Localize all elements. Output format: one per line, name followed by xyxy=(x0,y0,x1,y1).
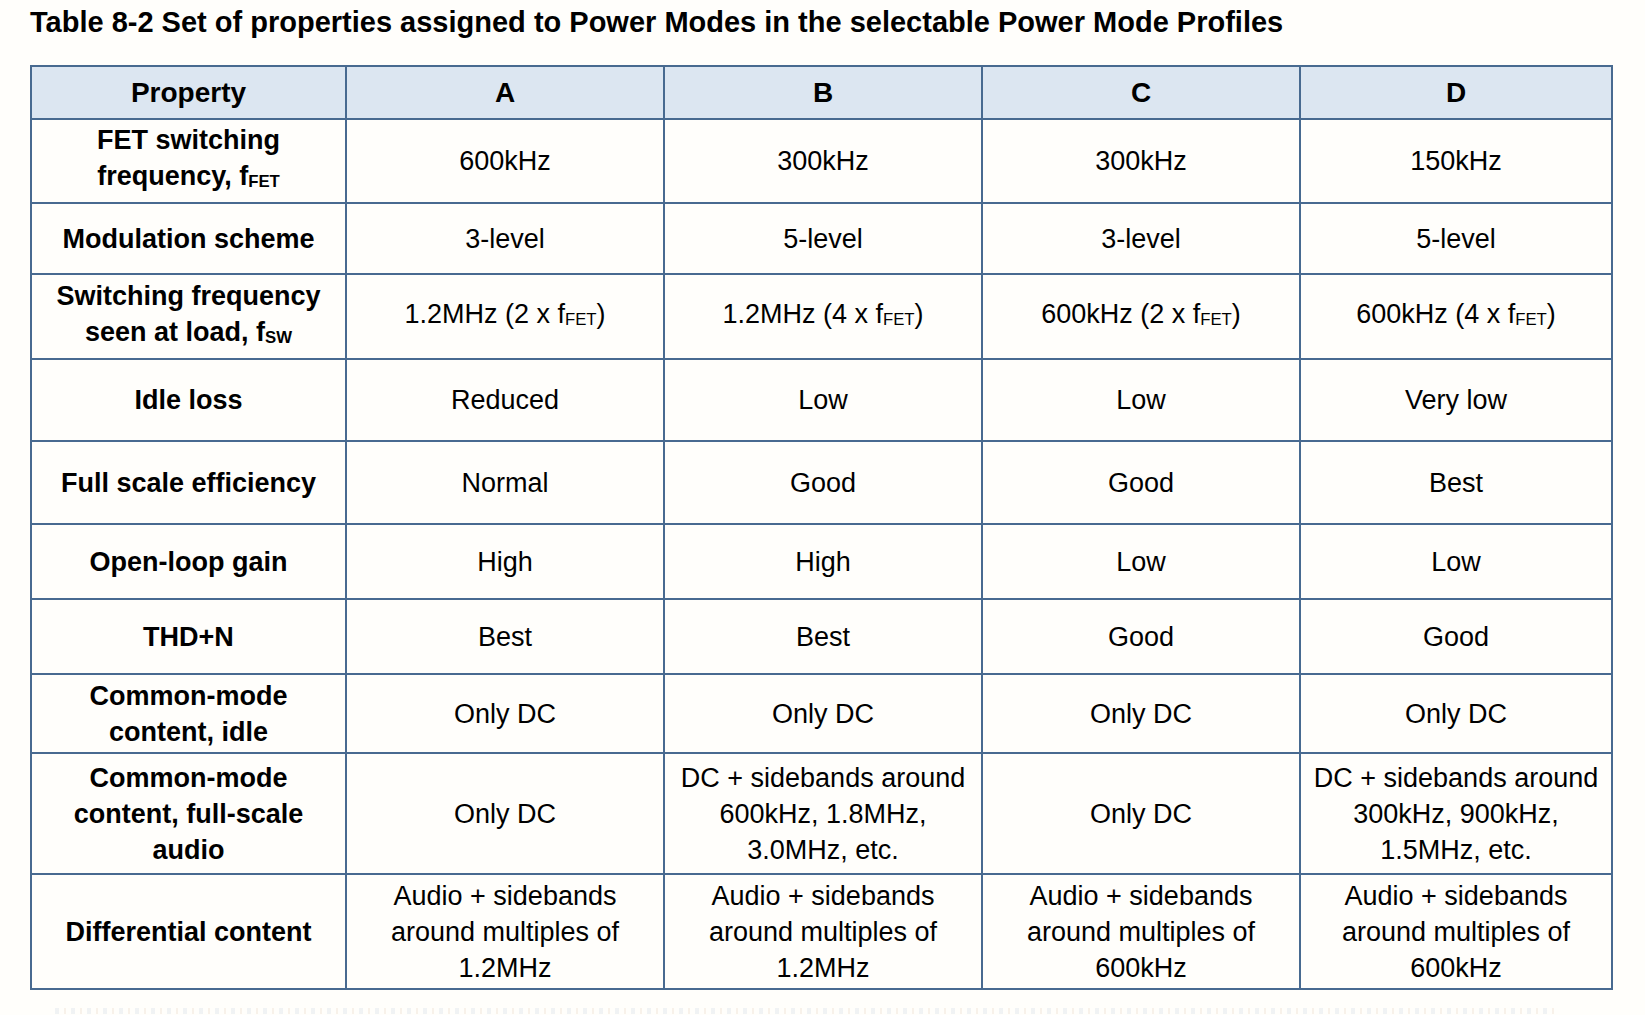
value-cell: Audio + sidebands around multiples of 60… xyxy=(1300,874,1612,989)
value-cell: Low xyxy=(664,359,982,441)
property-cell: Differential content xyxy=(31,874,346,989)
table-row: Common-mode content, idle Only DC Only D… xyxy=(31,674,1612,753)
property-cell: Idle loss xyxy=(31,359,346,441)
column-header-property: Property xyxy=(31,66,346,119)
value-cell: DC + sidebands around 600kHz, 1.8MHz, 3.… xyxy=(664,753,982,874)
value-cell: Only DC xyxy=(1300,674,1612,753)
value-cell: Best xyxy=(346,599,664,674)
value-cell: 600kHz xyxy=(346,119,664,203)
table-row: Modulation scheme 3-level 5-level 3-leve… xyxy=(31,203,1612,274)
value-cell: 5-level xyxy=(664,203,982,274)
table-row: Full scale efficiency Normal Good Good B… xyxy=(31,441,1612,524)
value-cell: High xyxy=(346,524,664,599)
table-row: Open-loop gain High High Low Low xyxy=(31,524,1612,599)
value-cell: 600kHz (2 x fFET) xyxy=(982,274,1300,359)
property-cell: Common-mode content, full-scale audio xyxy=(31,753,346,874)
value-cell: 300kHz xyxy=(664,119,982,203)
value-cell: Only DC xyxy=(664,674,982,753)
value-cell: 600kHz (4 x fFET) xyxy=(1300,274,1612,359)
value-cell: Good xyxy=(664,441,982,524)
value-cell: Best xyxy=(664,599,982,674)
value-cell: Reduced xyxy=(346,359,664,441)
value-cell: Very low xyxy=(1300,359,1612,441)
power-mode-profiles-table: Property A B C D FET switching frequency… xyxy=(30,65,1613,990)
column-header-a: A xyxy=(346,66,664,119)
property-cell: THD+N xyxy=(31,599,346,674)
value-cell: DC + sidebands around 300kHz, 900kHz, 1.… xyxy=(1300,753,1612,874)
table-row: THD+N Best Best Good Good xyxy=(31,599,1612,674)
value-cell: High xyxy=(664,524,982,599)
value-cell: 5-level xyxy=(1300,203,1612,274)
cut-off-text-remnant xyxy=(55,1008,1555,1014)
value-cell: Good xyxy=(982,599,1300,674)
value-cell: Best xyxy=(1300,441,1612,524)
value-cell: 1.2MHz (4 x fFET) xyxy=(664,274,982,359)
column-header-b: B xyxy=(664,66,982,119)
value-cell: Audio + sidebands around multiples of 60… xyxy=(982,874,1300,989)
value-cell: 1.2MHz (2 x fFET) xyxy=(346,274,664,359)
value-cell: Low xyxy=(982,359,1300,441)
value-cell: Only DC xyxy=(982,674,1300,753)
value-cell: Low xyxy=(1300,524,1612,599)
property-cell: Common-mode content, idle xyxy=(31,674,346,753)
table-row: Differential content Audio + sidebands a… xyxy=(31,874,1612,989)
property-cell: Full scale efficiency xyxy=(31,441,346,524)
table-row: FET switching frequency, fFET 600kHz 300… xyxy=(31,119,1612,203)
value-cell: 3-level xyxy=(982,203,1300,274)
property-cell: Modulation scheme xyxy=(31,203,346,274)
value-cell: Audio + sidebands around multiples of 1.… xyxy=(346,874,664,989)
value-cell: Only DC xyxy=(346,674,664,753)
column-header-d: D xyxy=(1300,66,1612,119)
table-header-row: Property A B C D xyxy=(31,66,1612,119)
value-cell: Good xyxy=(1300,599,1612,674)
value-cell: Low xyxy=(982,524,1300,599)
value-cell: 300kHz xyxy=(982,119,1300,203)
table-row: Common-mode content, full-scale audio On… xyxy=(31,753,1612,874)
table-row: Idle loss Reduced Low Low Very low xyxy=(31,359,1612,441)
property-cell: Switching frequency seen at load, fSW xyxy=(31,274,346,359)
value-cell: Normal xyxy=(346,441,664,524)
table-row: Switching frequency seen at load, fSW 1.… xyxy=(31,274,1612,359)
value-cell: Only DC xyxy=(346,753,664,874)
column-header-c: C xyxy=(982,66,1300,119)
table-caption: Table 8-2 Set of properties assigned to … xyxy=(30,6,1283,39)
property-cell: Open-loop gain xyxy=(31,524,346,599)
value-cell: Audio + sidebands around multiples of 1.… xyxy=(664,874,982,989)
property-cell: FET switching frequency, fFET xyxy=(31,119,346,203)
value-cell: Good xyxy=(982,441,1300,524)
value-cell: Only DC xyxy=(982,753,1300,874)
value-cell: 3-level xyxy=(346,203,664,274)
value-cell: 150kHz xyxy=(1300,119,1612,203)
